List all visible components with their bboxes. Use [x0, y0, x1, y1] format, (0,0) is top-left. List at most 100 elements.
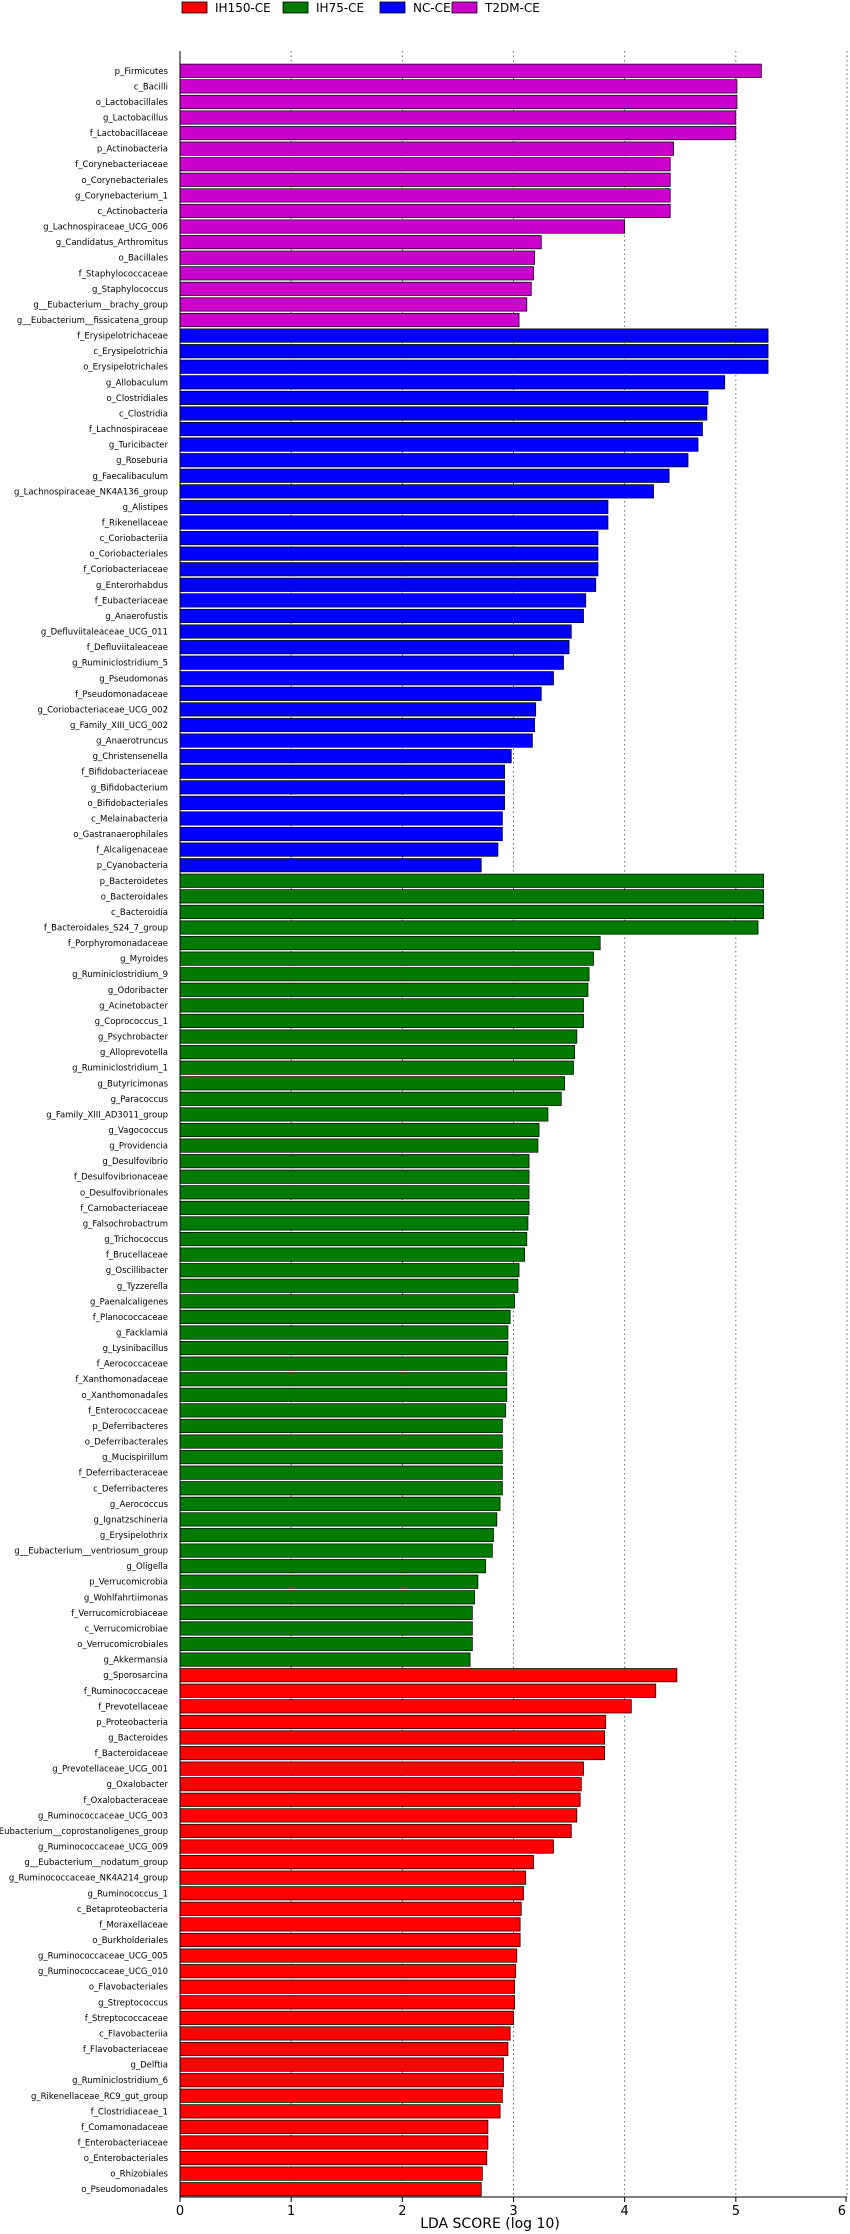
bar: [179, 1746, 606, 1761]
bar: [179, 2088, 503, 2103]
category-label: g_Delftia: [130, 2061, 168, 2071]
bar: [179, 266, 534, 281]
category-label: c_Flavobacteriia: [99, 2029, 168, 2039]
category-label: o_Lactobacillales: [96, 98, 169, 108]
bar: [179, 1948, 518, 1963]
bar: [179, 2166, 483, 2181]
category-label: f_Aerococcaceae: [97, 1360, 168, 1370]
bar: [179, 1465, 503, 1480]
category-label: o_Burkholderiales: [92, 1936, 168, 1946]
bar: [179, 1839, 554, 1854]
bar: [179, 1107, 549, 1122]
category-label: o_Clostridiales: [106, 394, 168, 404]
bar: [179, 157, 671, 172]
bar: [179, 312, 520, 328]
bar: [179, 1045, 575, 1060]
bar: [179, 406, 708, 421]
bar: [179, 1901, 522, 1916]
category-label: p_Verrucomicrobia: [89, 1578, 168, 1588]
bar: [179, 982, 589, 997]
bar: [179, 63, 762, 78]
category-label: o_Bacillales: [119, 254, 169, 264]
bar: [179, 1714, 607, 1729]
legend-label: IH75-CE: [316, 1, 364, 15]
bar: [179, 531, 599, 546]
bar: [179, 1341, 509, 1356]
category-label: g_Family_XIII_AD3011_group: [46, 1110, 168, 1120]
category-label: f_Alcaligenaceae: [96, 846, 168, 856]
category-label: g_Ignatzschineria: [94, 1515, 168, 1525]
category-label: o_Corynebacteriales: [81, 176, 168, 186]
category-label: f_Enterococcaceae: [88, 1406, 168, 1416]
bar: [179, 764, 505, 779]
legend-swatch: [181, 1, 208, 14]
category-label: g_Coprococcus_1: [95, 1017, 168, 1027]
bar: [179, 1294, 515, 1309]
bar: [179, 640, 570, 655]
category-label: g_Falsochrobactrum: [83, 1219, 168, 1229]
bar: [179, 1574, 479, 1589]
bar: [179, 110, 737, 125]
category-label: g_Ruminococcus_1: [88, 1889, 168, 1899]
category-label: o_Pseudomonadales: [81, 2185, 168, 2195]
category-label: p_Firmicutes: [115, 67, 169, 77]
category-label: f_Moraxellaceae: [99, 1920, 168, 1930]
bar: [179, 1216, 529, 1231]
bar: [179, 1247, 525, 1262]
legend-swatch: [282, 1, 309, 14]
category-label: g_Trichococcus: [104, 1235, 168, 1245]
category-label: f_Prevotellaceae: [98, 1702, 168, 1712]
category-label: g_Candidatus_Arthromitus: [56, 238, 169, 248]
bar: [179, 1325, 509, 1340]
category-label: f_Lachnospiraceae: [89, 425, 168, 435]
bar: [179, 297, 528, 312]
category-label: f_Deferribacteraceae: [79, 1469, 168, 1479]
category-label: c_Actinobacteria: [98, 207, 168, 217]
category-label: o_Coriobacteriales: [89, 550, 168, 560]
bar: [179, 936, 601, 951]
category-label: g_Mucispirillum: [102, 1453, 168, 1463]
category-label: f_Xanthomonadaceae: [75, 1375, 168, 1385]
category-label: g_Prevotellaceae_UCG_001: [52, 1765, 168, 1775]
category-label: f_Bifidobacteriaceae: [81, 768, 168, 778]
bar: [179, 468, 670, 483]
bar: [179, 126, 737, 141]
bar: [179, 780, 505, 795]
bar: [179, 1309, 511, 1324]
category-label: g_Ruminiclostridium_1: [72, 1064, 168, 1074]
category-label: g_Wohlfahrtiimonas: [84, 1593, 169, 1603]
bar: [179, 1154, 530, 1169]
bar: [179, 562, 599, 577]
x-tick-label: 0: [176, 2204, 184, 2219]
category-label: g_Oxalobacter: [107, 1780, 169, 1790]
bar: [179, 1590, 475, 1605]
category-label: p_Deferribacteres: [92, 1422, 168, 1432]
bar: [179, 2104, 501, 2119]
category-label: f_Porphyromonadaceae: [68, 939, 168, 949]
category-label: c_Melainabacteria: [91, 814, 168, 824]
bar: [179, 359, 769, 374]
bar: [179, 842, 499, 857]
legend: IH150-CE IH75-CE NC-CE T2DM-CE: [181, 1, 540, 15]
category-label: f_Flavobacteriaceae: [83, 2045, 168, 2055]
category-label: f_Enterobacteriaceae: [78, 2138, 168, 2148]
legend-swatch: [379, 1, 406, 14]
bar: [179, 1138, 539, 1153]
bar: [179, 1855, 534, 1870]
bar: [179, 1605, 473, 1620]
bar: [179, 826, 503, 842]
category-label: g_Tyzzerella: [117, 1282, 168, 1292]
bar: [179, 235, 542, 250]
bar: [179, 1932, 521, 1948]
category-label: g_Erysipelothrix: [100, 1531, 168, 1541]
bar: [179, 1559, 487, 1574]
category-label: c_Deferribacteres: [93, 1484, 168, 1494]
bar: [179, 79, 738, 94]
category-label: f_Brucellaceae: [106, 1251, 168, 1261]
category-label: c_Betaproteobacteria: [77, 1905, 168, 1915]
bar: [179, 858, 482, 873]
bar: [179, 2135, 489, 2150]
category-label: o_Verrucomicrobiales: [77, 1640, 168, 1650]
category-label: c_Bacteroidia: [111, 908, 168, 918]
